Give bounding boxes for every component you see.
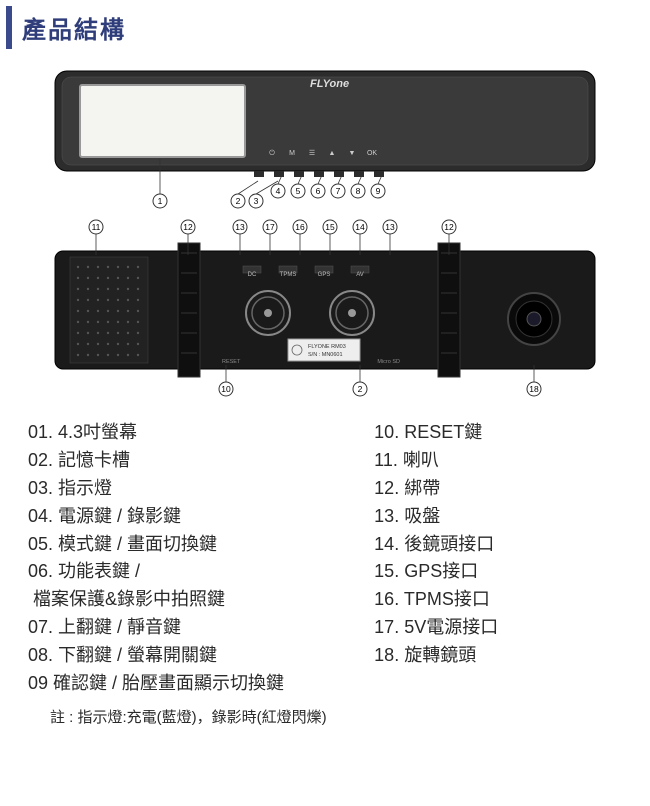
- svg-text:1: 1: [158, 196, 163, 206]
- svg-text:FLYone: FLYone: [310, 78, 349, 90]
- legend-item: 14. 後鏡頭接口: [374, 531, 622, 559]
- svg-text:Micro SD: Micro SD: [377, 359, 400, 365]
- svg-text:5: 5: [296, 186, 301, 196]
- svg-text:13: 13: [235, 222, 245, 232]
- legend-item: 17. 5V電源接口: [374, 614, 622, 642]
- legend-left-column: 01. 4.3吋螢幕02. 記憶卡槽03. 指示燈04. 電源鍵 / 錄影鍵05…: [28, 419, 350, 698]
- legend-item: 10. RESET鍵: [374, 419, 622, 447]
- legend-item: 07. 上翻鍵 / 靜音鍵: [28, 614, 350, 642]
- svg-text:12: 12: [444, 222, 454, 232]
- svg-text:▲: ▲: [329, 150, 336, 157]
- legend-item: 18. 旋轉鏡頭: [374, 642, 622, 670]
- svg-text:2: 2: [236, 196, 241, 206]
- svg-text:OK: OK: [367, 150, 377, 157]
- legend-item: 15. GPS接口: [374, 558, 622, 586]
- legend-lists: 01. 4.3吋螢幕02. 記憶卡槽03. 指示燈04. 電源鍵 / 錄影鍵05…: [0, 413, 650, 698]
- legend-item: 檔案保護&錄影中拍照鍵: [28, 586, 350, 614]
- svg-text:⏻: ⏻: [269, 149, 275, 157]
- legend-item: 06. 功能表鍵 /: [28, 558, 350, 586]
- svg-text:FLYONE RM03: FLYONE RM03: [308, 344, 346, 350]
- svg-text:GPS: GPS: [318, 272, 331, 278]
- svg-text:13: 13: [385, 222, 395, 232]
- svg-text:6: 6: [316, 186, 321, 196]
- legend-right-column: 10. RESET鍵11. 喇叭12. 綁帶13. 吸盤14. 後鏡頭接口15.…: [374, 419, 622, 698]
- svg-text:3: 3: [254, 196, 259, 206]
- legend-item: 02. 記憶卡槽: [28, 447, 350, 475]
- legend-item: 03. 指示燈: [28, 475, 350, 503]
- svg-text:2: 2: [358, 384, 363, 394]
- legend-item: 05. 模式鍵 / 畫面切換鍵: [28, 531, 350, 559]
- svg-text:15: 15: [325, 222, 335, 232]
- legend-item: 01. 4.3吋螢幕: [28, 419, 350, 447]
- svg-text:7: 7: [336, 186, 341, 196]
- footnote: 註 : 指示燈:充電(藍燈)，錄影時(紅燈閃爍): [0, 698, 650, 727]
- svg-text:9: 9: [376, 186, 381, 196]
- svg-text:18: 18: [529, 384, 539, 394]
- svg-text:RESET: RESET: [222, 359, 241, 365]
- svg-text:▼: ▼: [349, 150, 356, 157]
- svg-text:10: 10: [221, 384, 231, 394]
- svg-text:DC: DC: [248, 272, 257, 278]
- svg-text:TPMS: TPMS: [280, 272, 297, 278]
- svg-text:4: 4: [276, 186, 281, 196]
- legend-item: 04. 電源鍵 / 錄影鍵: [28, 503, 350, 531]
- legend-item: 12. 綁帶: [374, 475, 622, 503]
- svg-text:16: 16: [295, 222, 305, 232]
- legend-item: 11. 喇叭: [374, 447, 622, 475]
- title-text: 產品結構: [22, 17, 126, 44]
- svg-text:8: 8: [356, 186, 361, 196]
- svg-text:☰: ☰: [309, 150, 315, 157]
- svg-text:17: 17: [265, 222, 275, 232]
- legend-item: 16. TPMS接口: [374, 586, 622, 614]
- svg-text:AV: AV: [356, 272, 364, 278]
- svg-text:14: 14: [355, 222, 365, 232]
- svg-text:S/N : MN0601: S/N : MN0601: [308, 352, 343, 358]
- product-diagram: FLYone⏻M☰▲▼OK123456789FLYONE RM03S/N : M…: [0, 63, 650, 413]
- legend-item: 08. 下翻鍵 / 螢幕開關鍵: [28, 642, 350, 670]
- legend-item: 09 確認鍵 / 胎壓畫面顯示切換鍵: [28, 670, 350, 698]
- svg-text:M: M: [289, 150, 295, 157]
- svg-text:12: 12: [183, 222, 193, 232]
- section-title: 產品結構: [6, 6, 650, 49]
- svg-text:11: 11: [92, 222, 101, 232]
- legend-item: 13. 吸盤: [374, 503, 622, 531]
